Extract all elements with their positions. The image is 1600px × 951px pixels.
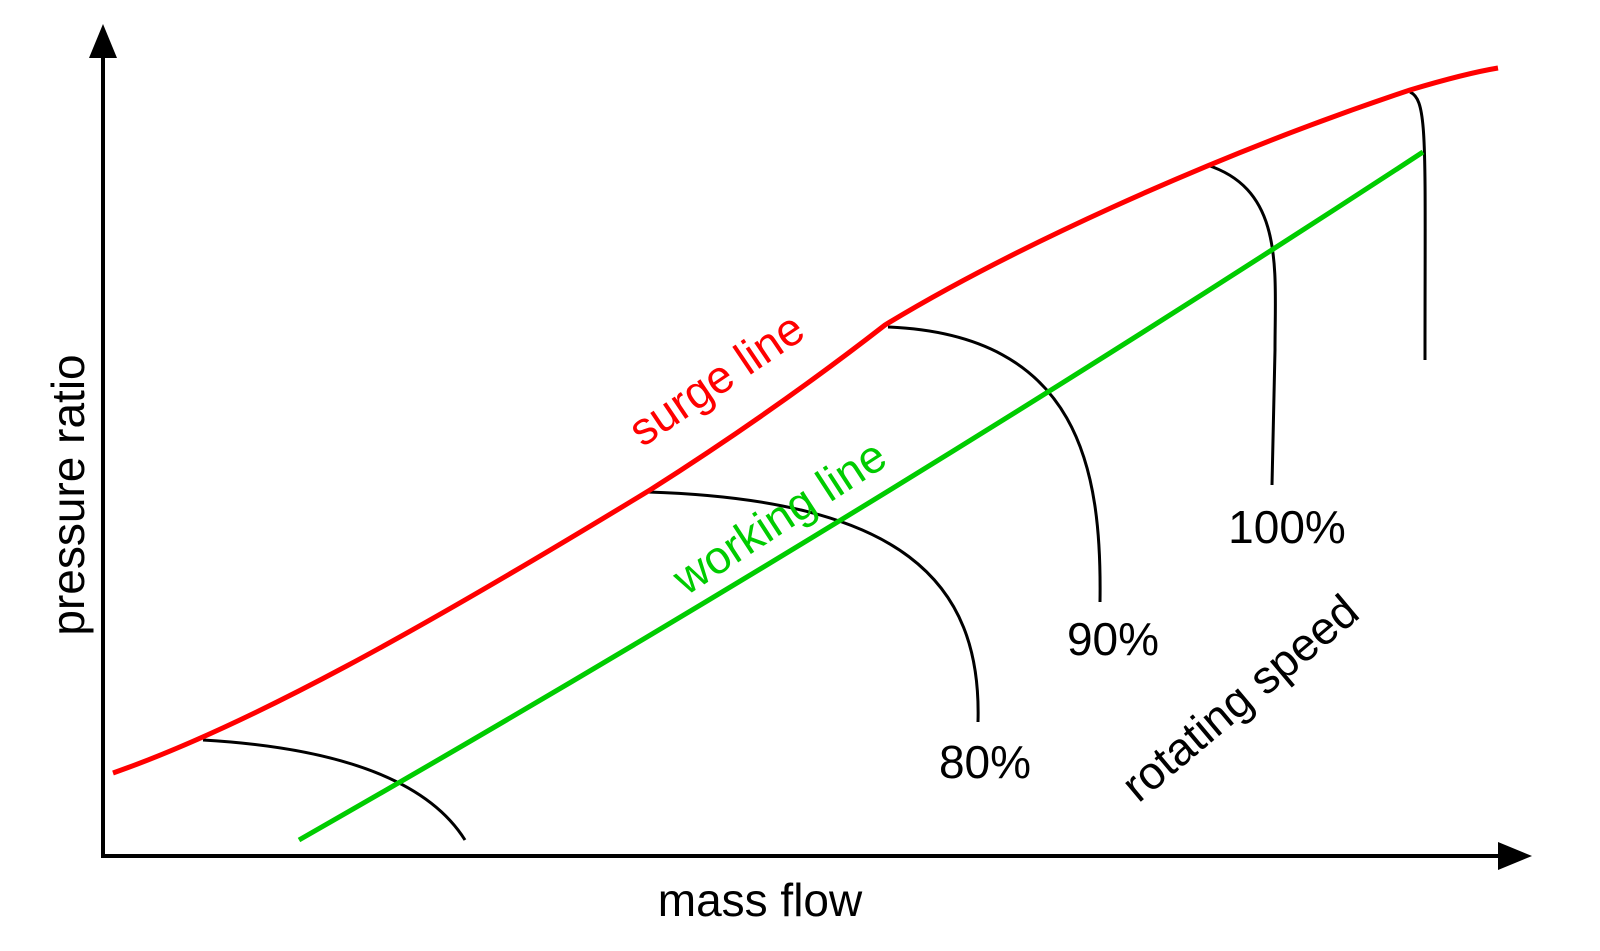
y-axis-arrow	[89, 24, 117, 58]
speed-label-90: 90%	[1067, 613, 1159, 665]
y-axis-label: pressure ratio	[42, 354, 94, 635]
speed-label-100: 100%	[1228, 501, 1346, 553]
speed-line-100	[1206, 163, 1277, 486]
surge-line	[112, 65, 1499, 776]
speed-label-80: 80%	[939, 736, 1031, 788]
working-line	[297, 149, 1425, 843]
x-axis-arrow	[1498, 842, 1532, 870]
surge-line-label: surge line	[619, 301, 813, 456]
speed-line-max	[1409, 90, 1427, 361]
speed-line-80	[647, 490, 980, 723]
speed-line-low	[202, 738, 467, 841]
speed-line-90	[887, 325, 1102, 603]
x-axis-label: mass flow	[658, 874, 863, 926]
working-line-label: working line	[662, 429, 895, 605]
